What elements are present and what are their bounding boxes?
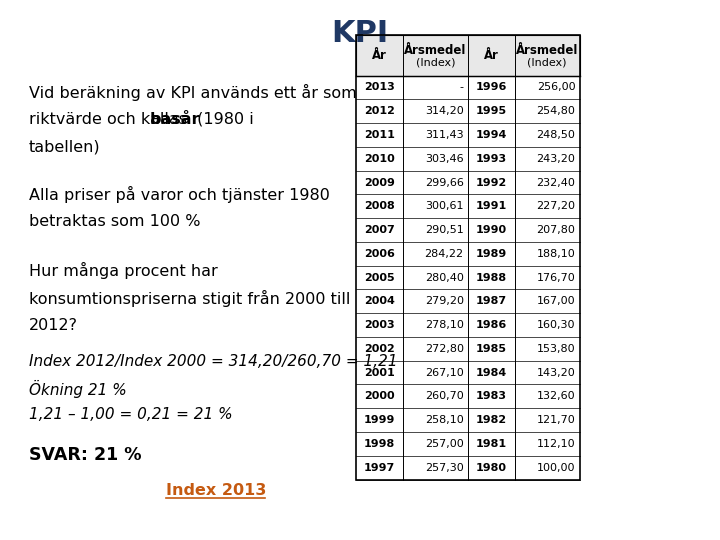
Text: 280,40: 280,40 <box>425 273 464 282</box>
Text: 112,10: 112,10 <box>536 439 575 449</box>
Text: (1980 i: (1980 i <box>192 112 253 127</box>
Text: 1998: 1998 <box>364 439 395 449</box>
Text: 311,43: 311,43 <box>425 130 464 140</box>
Text: 1992: 1992 <box>476 178 507 187</box>
Text: 2000: 2000 <box>364 392 395 401</box>
Text: Årsmedel: Årsmedel <box>516 44 578 57</box>
Text: Index 2013: Index 2013 <box>166 483 266 498</box>
Text: 314,20: 314,20 <box>425 106 464 116</box>
Text: 1987: 1987 <box>476 296 507 306</box>
Text: 2006: 2006 <box>364 249 395 259</box>
Text: 300,61: 300,61 <box>426 201 464 211</box>
Text: 1997: 1997 <box>364 463 395 472</box>
Text: 1981: 1981 <box>476 439 507 449</box>
Text: 2011: 2011 <box>364 130 395 140</box>
Text: 254,80: 254,80 <box>536 106 575 116</box>
Text: 257,30: 257,30 <box>425 463 464 472</box>
Text: 176,70: 176,70 <box>536 273 575 282</box>
Text: 188,10: 188,10 <box>536 249 575 259</box>
Text: 1994: 1994 <box>476 130 507 140</box>
Bar <box>356 35 580 76</box>
Text: -: - <box>459 83 464 92</box>
Text: 1982: 1982 <box>476 415 507 425</box>
Text: 2005: 2005 <box>364 273 395 282</box>
Text: 1996: 1996 <box>476 83 507 92</box>
Text: 267,10: 267,10 <box>425 368 464 377</box>
Text: 299,66: 299,66 <box>425 178 464 187</box>
Text: Ökning 21 %: Ökning 21 % <box>29 380 127 399</box>
Text: 2013: 2013 <box>364 83 395 92</box>
Text: 303,46: 303,46 <box>425 154 464 164</box>
Text: 2003: 2003 <box>364 320 395 330</box>
Bar <box>356 35 580 480</box>
Text: 227,20: 227,20 <box>536 201 575 211</box>
Text: Hur många procent har: Hur många procent har <box>29 262 217 279</box>
Text: 160,30: 160,30 <box>537 320 575 330</box>
Text: 260,70: 260,70 <box>425 392 464 401</box>
Text: 1999: 1999 <box>364 415 395 425</box>
Text: 1,21 – 1,00 = 0,21 = 21 %: 1,21 – 1,00 = 0,21 = 21 % <box>29 407 233 422</box>
Text: riktvärde och kallas: riktvärde och kallas <box>29 112 192 127</box>
Text: basår: basår <box>150 112 200 127</box>
Text: År: År <box>372 49 387 62</box>
Text: År: År <box>484 49 499 62</box>
Text: Årsmedel: Årsmedel <box>405 44 467 57</box>
Text: 2001: 2001 <box>364 368 395 377</box>
Text: 1988: 1988 <box>476 273 507 282</box>
Text: 290,51: 290,51 <box>425 225 464 235</box>
Text: 2010: 2010 <box>364 154 395 164</box>
Text: KPI: KPI <box>331 19 389 48</box>
Text: 278,10: 278,10 <box>425 320 464 330</box>
Text: 2002: 2002 <box>364 344 395 354</box>
Text: 2012: 2012 <box>364 106 395 116</box>
Text: Vid beräkning av KPI används ett år som: Vid beräkning av KPI används ett år som <box>29 84 356 101</box>
Text: (Index): (Index) <box>528 57 567 68</box>
Text: 167,00: 167,00 <box>536 296 575 306</box>
Text: 257,00: 257,00 <box>425 439 464 449</box>
Text: 132,60: 132,60 <box>536 392 575 401</box>
Text: 272,80: 272,80 <box>425 344 464 354</box>
Text: 1995: 1995 <box>476 106 507 116</box>
Text: 143,20: 143,20 <box>536 368 575 377</box>
Text: 2008: 2008 <box>364 201 395 211</box>
Text: Index 2012/Index 2000 = 314,20/260,70 = 1,21: Index 2012/Index 2000 = 314,20/260,70 = … <box>29 354 397 369</box>
Text: 1991: 1991 <box>476 201 507 211</box>
Text: 232,40: 232,40 <box>536 178 575 187</box>
Text: SVAR: 21 %: SVAR: 21 % <box>29 446 141 463</box>
Text: 1990: 1990 <box>476 225 507 235</box>
Text: tabellen): tabellen) <box>29 140 100 155</box>
Text: 258,10: 258,10 <box>425 415 464 425</box>
Text: betraktas som 100 %: betraktas som 100 % <box>29 214 200 230</box>
Text: 1983: 1983 <box>476 392 507 401</box>
Text: 1989: 1989 <box>476 249 507 259</box>
Text: 1993: 1993 <box>476 154 507 164</box>
Text: 2009: 2009 <box>364 178 395 187</box>
Text: 243,20: 243,20 <box>536 154 575 164</box>
Text: 207,80: 207,80 <box>536 225 575 235</box>
Text: 256,00: 256,00 <box>536 83 575 92</box>
Text: 1986: 1986 <box>476 320 507 330</box>
Text: 121,70: 121,70 <box>536 415 575 425</box>
Text: 100,00: 100,00 <box>537 463 575 472</box>
Text: 1980: 1980 <box>476 463 507 472</box>
Text: (Index): (Index) <box>416 57 455 68</box>
Text: 153,80: 153,80 <box>536 344 575 354</box>
Text: Alla priser på varor och tjänster 1980: Alla priser på varor och tjänster 1980 <box>29 186 330 204</box>
Text: 2012?: 2012? <box>29 318 78 333</box>
Text: 279,20: 279,20 <box>425 296 464 306</box>
Text: 248,50: 248,50 <box>536 130 575 140</box>
Text: 2004: 2004 <box>364 296 395 306</box>
Text: 1984: 1984 <box>476 368 507 377</box>
Text: 2007: 2007 <box>364 225 395 235</box>
Text: 284,22: 284,22 <box>425 249 464 259</box>
Text: 1985: 1985 <box>476 344 507 354</box>
Text: konsumtionspriserna stigit från 2000 till: konsumtionspriserna stigit från 2000 til… <box>29 290 350 307</box>
